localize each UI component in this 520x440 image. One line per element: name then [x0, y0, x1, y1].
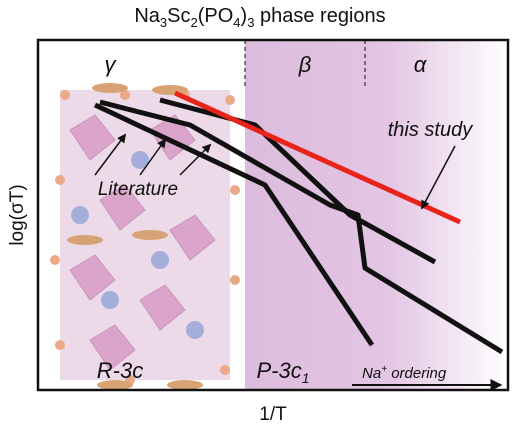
- phase-alpha: α: [414, 52, 428, 77]
- title-part: 3: [160, 15, 167, 30]
- title-part: Na: [134, 5, 160, 27]
- title: Na3Sc2(PO4)3 phase regions: [134, 5, 385, 30]
- arrows: [94, 133, 212, 176]
- literature-curves: [93, 97, 504, 355]
- title-part: phase regions: [254, 5, 385, 27]
- space-group-label: R-3c: [97, 358, 143, 383]
- phase-beta: β: [298, 52, 312, 77]
- ordering-label: Na+ ordering: [362, 364, 447, 382]
- space-group-label: P-3c1: [256, 358, 309, 386]
- title-part: ): [241, 5, 248, 27]
- x-axis-label: 1/T: [259, 404, 287, 425]
- crystal-structure: [50, 83, 240, 390]
- frame: [36, 38, 510, 392]
- literature-label: Literature: [98, 179, 178, 200]
- phase-gamma: γ: [105, 52, 118, 77]
- this-study-label: this study: [388, 119, 473, 141]
- this-study-curve: [173, 90, 462, 225]
- title-part: 2: [191, 15, 198, 30]
- title-part: Sc: [167, 5, 190, 27]
- y-axis-label: log(σT): [7, 184, 28, 245]
- arrow: [421, 145, 456, 210]
- title-part: 3: [247, 15, 254, 30]
- title-part: 4: [233, 15, 240, 30]
- title-part: (PO: [198, 5, 234, 27]
